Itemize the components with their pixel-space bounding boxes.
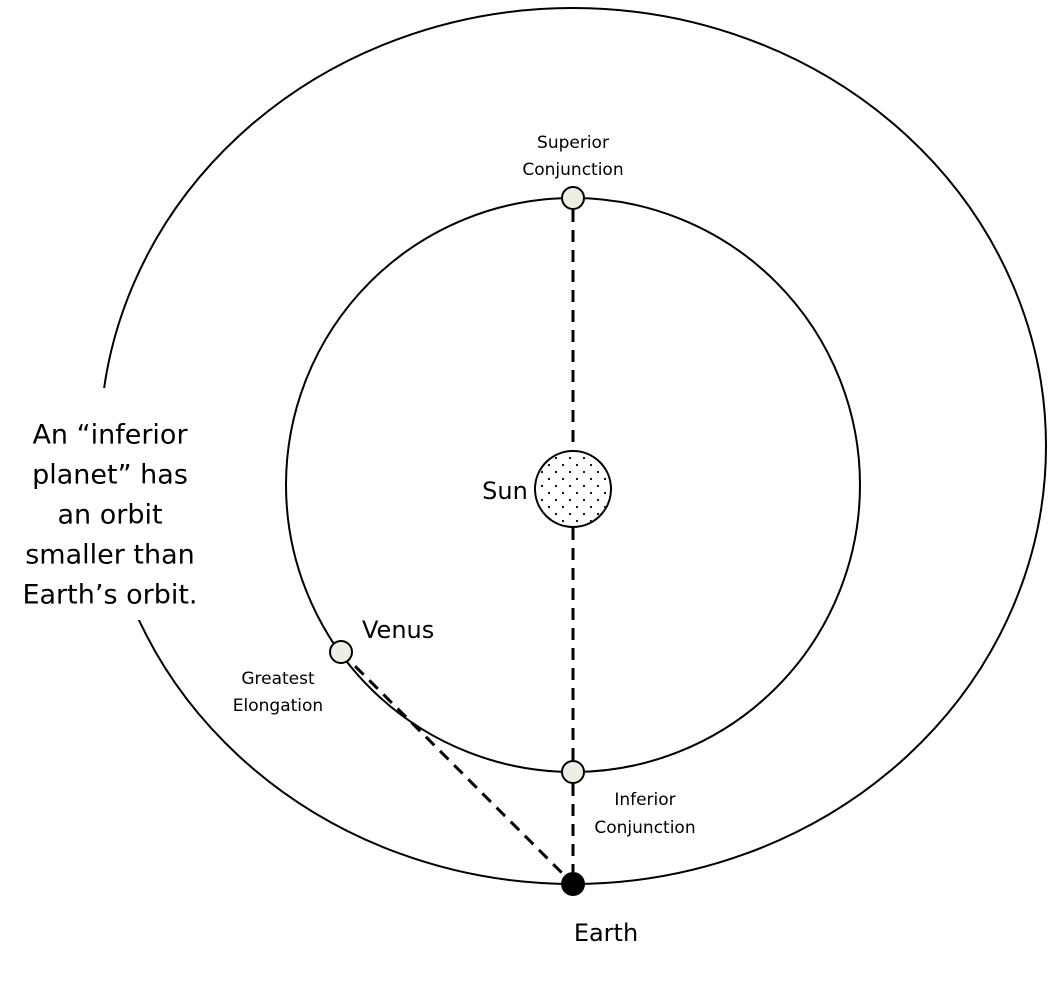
- venus-label: Venus: [362, 616, 434, 644]
- superior-label: Superior: [537, 133, 609, 153]
- earth-label: Earth: [574, 919, 638, 947]
- sight-lines: [339, 210, 575, 879]
- superior-label: Conjunction: [522, 160, 623, 180]
- note-line: planet” has: [32, 460, 188, 491]
- elongation-label: Elongation: [233, 696, 323, 716]
- elongation-label: Greatest: [241, 669, 315, 689]
- sun-label: Sun: [482, 477, 528, 505]
- note-line: an orbit: [57, 500, 162, 531]
- venus-positions: [329, 186, 585, 784]
- inferior-label: Conjunction: [594, 818, 695, 838]
- note-line: An “inferior: [32, 420, 188, 451]
- sun-texture: [536, 452, 610, 526]
- earth: [561, 872, 585, 896]
- note-gap: [5, 388, 215, 620]
- inferior-label: Inferior: [614, 790, 675, 810]
- note-line: Earth’s orbit.: [22, 580, 197, 611]
- note-line: smaller than: [25, 540, 195, 571]
